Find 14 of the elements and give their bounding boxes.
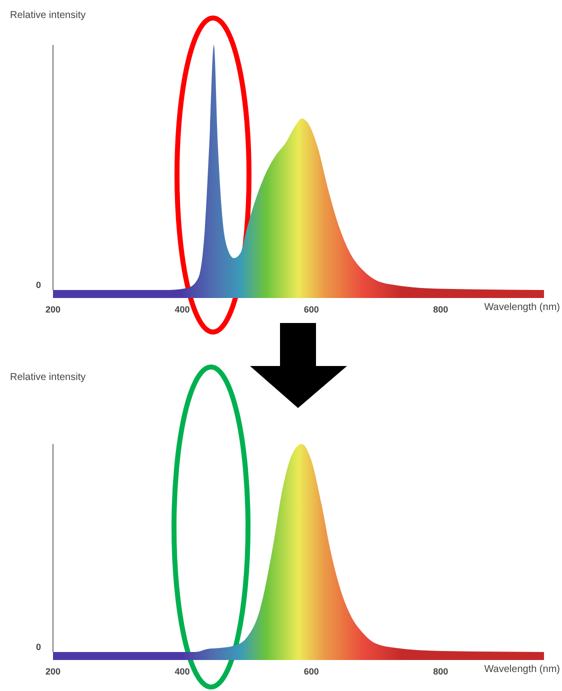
text: 0 — [36, 280, 42, 290]
x-tick-label: 600 — [304, 304, 319, 314]
x-tick-label: 200 — [45, 304, 61, 314]
x-tick-label: 600 — [304, 666, 319, 676]
x-tick-label: 800 — [433, 304, 448, 314]
x-tick-label: 800 — [433, 666, 448, 676]
x-axis-title: Wavelength (nm) — [484, 302, 560, 313]
text: 0 — [36, 642, 42, 652]
y-axis-title: Relative intensity — [10, 372, 86, 383]
y-axis-title: Relative intensity — [10, 10, 86, 21]
x-tick-label: 200 — [45, 666, 61, 676]
x-axis-title: Wavelength (nm) — [484, 664, 560, 675]
x-tick-label: 400 — [174, 666, 190, 676]
x-tick-label: 400 — [174, 304, 190, 314]
